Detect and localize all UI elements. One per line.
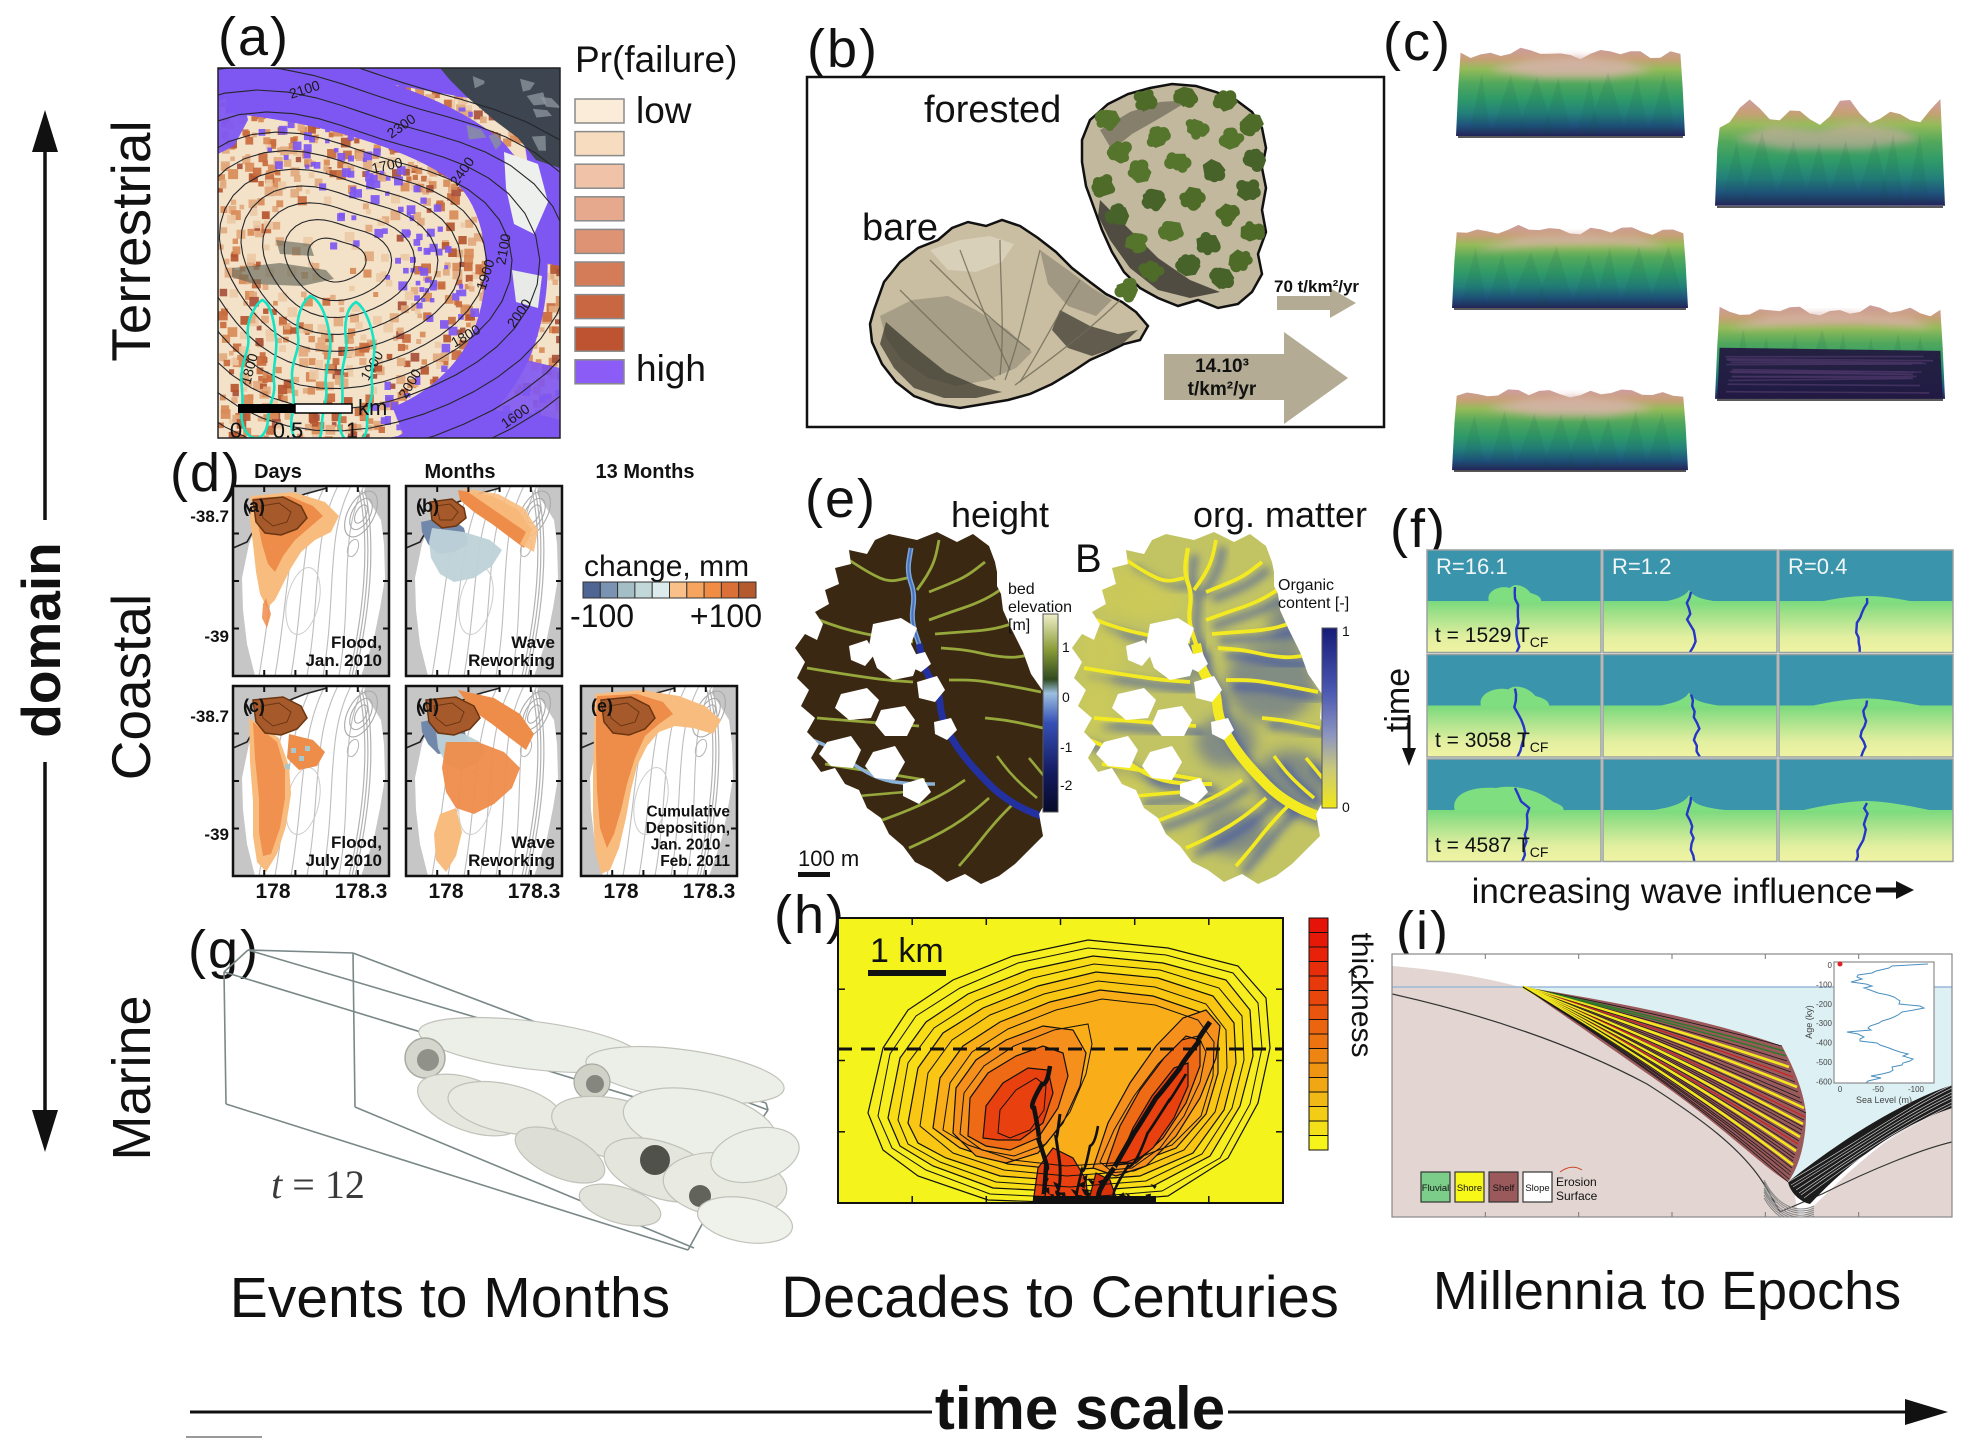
svg-text:content [-]: content [-] [1278,595,1349,612]
svg-text:Cumulative: Cumulative [646,804,730,821]
svg-text:height: height [951,494,1049,535]
svg-text:-400: -400 [1816,1039,1833,1048]
svg-text:Millennia to Epochs: Millennia to Epochs [1433,1261,1901,1321]
svg-text:1: 1 [1342,623,1350,639]
svg-text:-39: -39 [204,825,229,844]
svg-text:(h): (h) [774,885,846,945]
svg-text:R=16.1: R=16.1 [1436,554,1508,579]
svg-text:low: low [636,90,692,131]
svg-text:(a): (a) [218,7,290,67]
svg-text:R=1.2: R=1.2 [1612,554,1671,579]
svg-text:(d): (d) [416,696,439,716]
svg-text:Fluvial: Fluvial [1422,1183,1449,1194]
svg-text:Flood,: Flood, [331,633,382,652]
svg-text:Erosion: Erosion [1556,1175,1597,1189]
svg-text:1 km: 1 km [870,932,944,970]
svg-text:-300: -300 [1816,1019,1833,1028]
svg-text:Organic: Organic [1278,577,1334,594]
svg-text:-100: -100 [1908,1085,1925,1094]
svg-text:Coastal: Coastal [100,594,162,780]
svg-text:-2: -2 [1060,777,1073,793]
svg-text:-200: -200 [1816,1000,1833,1009]
svg-text:178: 178 [603,880,638,903]
svg-text:Surface: Surface [1556,1189,1598,1203]
svg-text:thickness: thickness [1345,932,1378,1057]
svg-text:Wave: Wave [511,633,555,652]
svg-text:Deposition,: Deposition, [646,820,730,837]
svg-text:high: high [636,348,706,389]
svg-text:Terrestrial: Terrestrial [100,120,162,361]
svg-text:(e): (e) [591,696,613,716]
svg-text:178.3: 178.3 [683,880,736,903]
svg-text:178.3: 178.3 [335,880,388,903]
svg-text:Shore: Shore [1457,1183,1482,1194]
svg-text:(i): (i) [1396,901,1450,961]
svg-text:Feb. 2011: Feb. 2011 [660,853,730,870]
svg-text:Jan. 2010: Jan. 2010 [305,651,382,670]
svg-text:org. matter: org. matter [1193,494,1367,535]
svg-text:Pr(failure): Pr(failure) [575,39,737,80]
svg-text:178.3: 178.3 [508,880,561,903]
svg-text:Months: Months [424,461,495,483]
svg-text:B: B [1075,537,1102,581]
svg-text:Slope: Slope [1525,1183,1549,1194]
svg-text:Wave: Wave [511,833,555,852]
svg-text:change, mm: change, mm [584,550,749,583]
svg-text:Reworking: Reworking [468,651,555,670]
svg-text:178: 178 [255,880,290,903]
svg-text:0: 0 [1342,799,1350,815]
svg-text:-50: -50 [1872,1085,1884,1094]
svg-text:t = 12: t = 12 [271,1162,365,1207]
svg-text:July 2010: July 2010 [305,851,382,870]
svg-text:Reworking: Reworking [468,851,555,870]
svg-text:-38.7: -38.7 [190,707,229,726]
svg-text:Age (ky): Age (ky) [1804,1005,1814,1039]
svg-text:-500: -500 [1816,1058,1833,1067]
svg-text:0: 0 [1062,689,1070,705]
svg-text:R=0.4: R=0.4 [1788,554,1847,579]
svg-text:0: 0 [1838,1085,1843,1094]
svg-text:[m]: [m] [1008,617,1030,634]
svg-text:178: 178 [428,880,463,903]
svg-text:bed: bed [1008,581,1035,598]
svg-text:(b): (b) [416,496,439,516]
svg-text:Flood,: Flood, [331,833,382,852]
svg-text:70 t/km²/yr: 70 t/km²/yr [1274,277,1359,296]
svg-text:-1: -1 [1060,739,1073,755]
svg-text:(d): (d) [170,443,242,503]
svg-text:(a): (a) [243,496,265,516]
svg-text:time scale: time scale [935,1375,1225,1442]
svg-text:Events to Months: Events to Months [230,1266,670,1330]
svg-text:100 m: 100 m [798,846,859,871]
svg-text:+100: +100 [690,598,762,634]
svg-text:Marine: Marine [102,995,162,1160]
svg-text:forested: forested [924,89,1061,131]
svg-text:(c): (c) [1383,12,1452,72]
svg-text:bare: bare [862,207,938,249]
svg-text:time: time [1379,668,1417,732]
svg-text:increasing wave influence: increasing wave influence [1472,872,1873,911]
svg-text:t/km²/yr: t/km²/yr [1188,379,1257,400]
svg-text:Jan. 2010 -: Jan. 2010 - [651,837,730,854]
svg-text:Days: Days [254,461,302,483]
svg-text:(c): (c) [243,696,265,716]
svg-text:-100: -100 [570,598,634,634]
svg-text:Sea Level (m): Sea Level (m) [1856,1095,1912,1105]
svg-text:(b): (b) [807,19,879,79]
svg-text:Decades to Centuries: Decades to Centuries [781,1265,1339,1330]
svg-text:1: 1 [1062,639,1070,655]
svg-text:-39: -39 [204,627,229,646]
svg-text:14.10³: 14.10³ [1195,356,1249,377]
svg-text:elevation: elevation [1008,599,1072,616]
svg-text:domain: domain [10,542,72,738]
svg-text:-38.7: -38.7 [190,507,229,526]
svg-text:13 Months: 13 Months [596,461,695,483]
svg-text:-100: -100 [1816,980,1833,989]
svg-text:km: km [358,395,387,420]
svg-text:(e): (e) [805,469,877,529]
svg-text:-600: -600 [1816,1077,1833,1086]
svg-text:Shelf: Shelf [1493,1183,1515,1194]
svg-text:0: 0 [1828,961,1833,970]
